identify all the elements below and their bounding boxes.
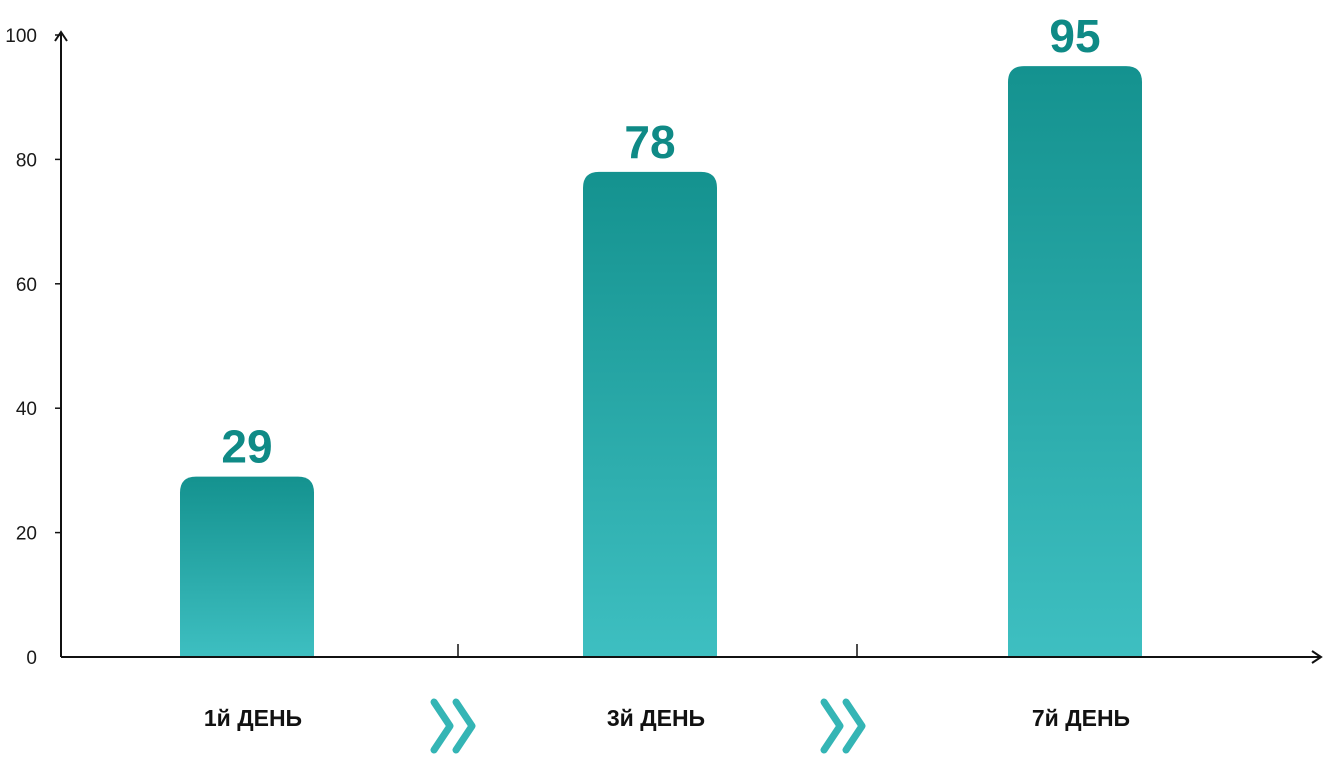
bar-1	[180, 476, 314, 657]
y-tick-label-20: 20	[16, 524, 37, 545]
bar-3	[1008, 66, 1142, 658]
chevron-stroke	[452, 698, 476, 754]
double-chevron-right-icon	[430, 698, 476, 754]
category-label-1: 1й ДЕНЬ	[204, 705, 302, 731]
y-tick-label-0: 0	[26, 648, 37, 669]
y-tick-label-80: 80	[16, 150, 37, 171]
chevron-stroke	[430, 698, 454, 754]
double-chevron-right-icon	[820, 698, 866, 754]
value-label-2: 78	[624, 116, 675, 168]
y-tick-label-40: 40	[16, 399, 37, 420]
category-label-2: 3й ДЕНЬ	[607, 705, 705, 731]
bar-2	[583, 171, 717, 657]
y-tick-label-60: 60	[16, 275, 37, 296]
chevron-stroke	[842, 698, 866, 754]
category-label-3: 7й ДЕНЬ	[1032, 705, 1130, 731]
value-label-1: 29	[221, 421, 272, 473]
y-tick-label-100: 100	[5, 26, 37, 47]
value-label-3: 95	[1049, 10, 1100, 62]
chevron-stroke	[820, 698, 844, 754]
